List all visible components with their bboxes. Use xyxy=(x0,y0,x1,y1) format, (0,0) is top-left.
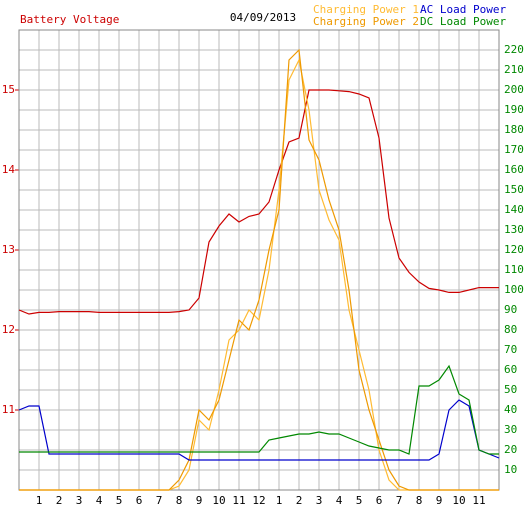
x-tick-label: 11 xyxy=(232,494,245,507)
x-tick-label: 4 xyxy=(336,494,343,507)
series-line xyxy=(18,399,500,461)
x-tick-label: 2 xyxy=(56,494,63,507)
x-tick-label: 7 xyxy=(396,494,403,507)
y2-tick-label: 130 xyxy=(504,223,524,236)
legend-label: Charging Power 1 xyxy=(313,3,419,16)
y-tick-label: 15 xyxy=(2,83,15,96)
y2-tick-label: 220 xyxy=(504,43,524,56)
x-tick-label: 8 xyxy=(176,494,183,507)
x-tick-label: 10 xyxy=(212,494,225,507)
series-line xyxy=(19,48,499,491)
y2-tick-label: 60 xyxy=(504,363,517,376)
y2-tick-label: 90 xyxy=(504,303,517,316)
legend-label: DC Load Power xyxy=(420,15,506,28)
plot-frame xyxy=(18,29,500,491)
x-tick-label: 4 xyxy=(96,494,103,507)
y2-tick-label: 100 xyxy=(504,283,524,296)
y2-tick-label: 160 xyxy=(504,163,524,176)
legend-label: Charging Power 2 xyxy=(313,15,419,28)
y2-tick-label: 40 xyxy=(504,403,517,416)
y2-tick-label: 10 xyxy=(504,463,517,476)
y2-tick-label: 20 xyxy=(504,443,517,456)
y2-tick-label: 170 xyxy=(504,143,524,156)
x-tick-label: 9 xyxy=(196,494,203,507)
y2-tick-label: 140 xyxy=(504,203,524,216)
x-tick-label: 6 xyxy=(376,494,383,507)
x-tick-label: 3 xyxy=(76,494,83,507)
y-tick-label: 12 xyxy=(2,323,15,336)
y2-tick-label: 30 xyxy=(504,423,517,436)
chart-title: 04/09/2013 xyxy=(230,11,296,24)
x-tick-label: 6 xyxy=(136,494,143,507)
y2-tick-label: 80 xyxy=(504,323,517,336)
y2-tick-label: 200 xyxy=(504,83,524,96)
x-tick-label: 8 xyxy=(416,494,423,507)
y2-tick-label: 120 xyxy=(504,243,524,256)
x-tick-label: 9 xyxy=(436,494,443,507)
x-tick-label: 1 xyxy=(36,494,43,507)
y2-tick-label: 180 xyxy=(504,123,524,136)
series-line xyxy=(18,89,499,315)
y-tick-label: 11 xyxy=(2,403,15,416)
legend-label: AC Load Power xyxy=(420,3,506,16)
y2-tick-label: 210 xyxy=(504,63,524,76)
x-tick-label: 5 xyxy=(356,494,363,507)
x-tick-label: 12 xyxy=(252,494,265,507)
y-tick-label: 13 xyxy=(2,243,15,256)
x-tick-label: 3 xyxy=(316,494,323,507)
x-tick-label: 10 xyxy=(452,494,465,507)
x-tick-label: 7 xyxy=(156,494,163,507)
y2-tick-label: 150 xyxy=(504,183,524,196)
x-tick-label: 11 xyxy=(472,494,485,507)
y2-tick-label: 110 xyxy=(504,263,524,276)
y2-tick-label: 50 xyxy=(504,383,517,396)
series-line xyxy=(19,364,499,455)
legend-label: Battery Voltage xyxy=(20,13,119,26)
y2-tick-label: 70 xyxy=(504,343,517,356)
x-tick-label: 2 xyxy=(296,494,303,507)
x-tick-label: 5 xyxy=(116,494,123,507)
x-tick-label: 1 xyxy=(276,494,283,507)
y-tick-label: 14 xyxy=(2,163,16,176)
y2-tick-label: 190 xyxy=(504,103,524,116)
